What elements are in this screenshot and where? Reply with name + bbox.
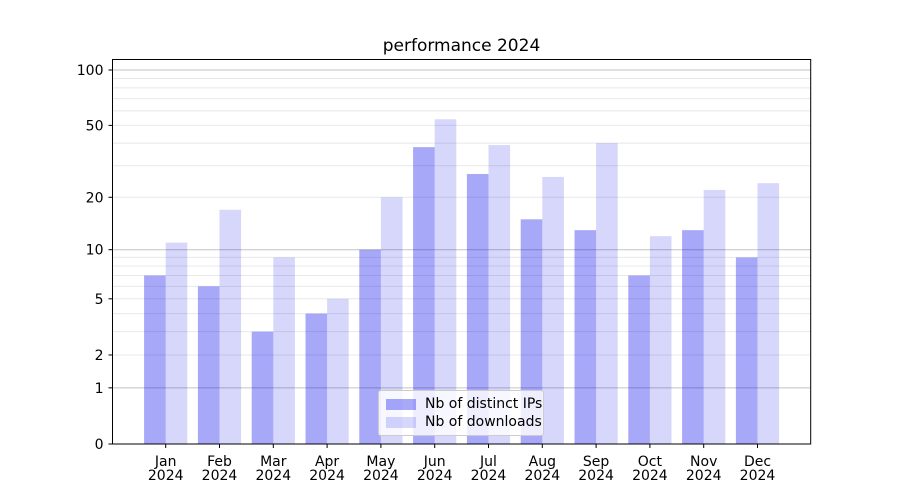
bar-downloads [649,236,672,444]
bar-distinct-ips [251,331,274,444]
legend-label-distinct-ips: Nb of distinct IPs [425,396,543,412]
bar-distinct-ips [197,286,220,444]
x-tick-label-month: Aug [529,454,556,470]
axes-spines [112,59,812,445]
bar-downloads [165,242,188,444]
bar-distinct-ips [305,313,328,444]
bar-distinct-ips [466,173,489,444]
x-tick-label-year: 2024 [202,468,238,484]
bar-distinct-ips [144,275,166,444]
bar-downloads [703,189,726,444]
bar-downloads [596,143,618,444]
x-tick-label-year: 2024 [309,468,345,484]
x-tick-label-year: 2024 [363,468,399,484]
x-tick-label-month: Jun [423,454,446,470]
x-tick-label-month: Jan [154,454,177,470]
x-tick-label-year: 2024 [578,468,614,484]
bar-distinct-ips [359,249,381,444]
bar-downloads [488,145,511,444]
bar-downloads [757,183,780,445]
bar-downloads [434,119,457,445]
legend-swatch-distinct-ips [386,398,416,410]
x-tick-label-year: 2024 [417,468,453,484]
x-tick-label-month: Oct [638,454,663,470]
x-tick-label-year: 2024 [148,468,184,484]
bar-distinct-ips [682,230,704,444]
bar-distinct-ips [628,275,650,444]
y-tick-label: 50 [86,118,104,134]
bar-distinct-ips [413,147,435,444]
x-tick-label-month: May [366,454,395,470]
chart-title: performance 2024 [382,36,541,56]
x-tick-label-year: 2024 [524,468,560,484]
x-tick-label-year: 2024 [255,468,291,484]
x-tick-label-month: Mar [260,454,287,470]
bar-downloads [219,209,242,444]
y-tick-label: 20 [86,190,104,206]
y-tick-label: 2 [95,348,104,364]
legend-swatch-downloads [386,416,416,428]
x-tick-label-year: 2024 [686,468,722,484]
y-tick-label: 100 [77,63,104,79]
y-tick-label: 10 [86,243,104,259]
x-tick-label-year: 2024 [632,468,668,484]
x-tick-label-year: 2024 [740,468,776,484]
bar-downloads [380,197,403,444]
bar-distinct-ips [520,219,543,444]
legend-label-downloads: Nb of downloads [425,414,542,430]
legend-item-downloads: Nb of downloads [386,414,542,430]
x-tick-label-month: Feb [207,454,232,470]
bar-downloads [273,257,295,444]
x-tick-label-month: Nov [690,454,717,470]
x-tick-label-month: Jul [479,454,497,470]
legend: Nb of distinct IPs Nb of downloads [378,390,544,436]
y-tick-label: 1 [95,381,104,397]
x-tick-label-month: Apr [315,454,339,470]
bar-downloads [327,298,349,444]
x-tick-label-year: 2024 [471,468,507,484]
y-tick-label: 5 [95,292,104,308]
legend-item-distinct-ips: Nb of distinct IPs [386,396,542,412]
x-tick-label-month: Dec [744,454,771,470]
x-tick-label-month: Sep [583,454,610,470]
bar-downloads [542,176,564,445]
bar-distinct-ips [574,230,597,444]
bar-distinct-ips [735,257,758,444]
y-tick-label: 0 [95,437,104,453]
